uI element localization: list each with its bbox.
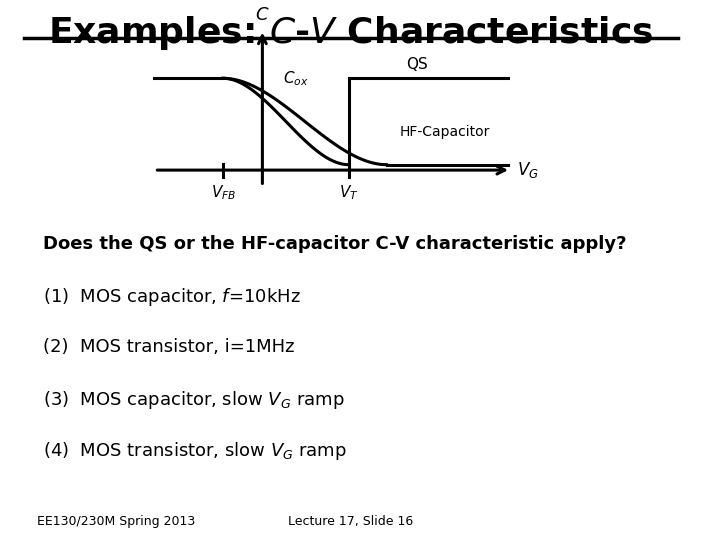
- Text: Lecture 17, Slide 16: Lecture 17, Slide 16: [288, 515, 413, 528]
- Text: $V_T$: $V_T$: [339, 184, 359, 202]
- Text: (1)  MOS capacitor, $\mathit{f}$=10kHz: (1) MOS capacitor, $\mathit{f}$=10kHz: [43, 286, 301, 308]
- Text: QS: QS: [406, 57, 428, 72]
- Text: $C$: $C$: [255, 6, 270, 24]
- Text: HF-Capacitor: HF-Capacitor: [400, 125, 490, 139]
- Text: $V_G$: $V_G$: [518, 160, 539, 180]
- Text: (2)  MOS transistor, i=1MHz: (2) MOS transistor, i=1MHz: [43, 338, 294, 355]
- Text: $C_{ox}$: $C_{ox}$: [284, 69, 309, 87]
- Text: Does the QS or the HF-capacitor C-V characteristic apply?: Does the QS or the HF-capacitor C-V char…: [43, 235, 626, 253]
- Text: EE130/230M Spring 2013: EE130/230M Spring 2013: [37, 515, 195, 528]
- Text: (3)  MOS capacitor, slow $V_G$ ramp: (3) MOS capacitor, slow $V_G$ ramp: [43, 389, 345, 411]
- Text: (4)  MOS transistor, slow $V_G$ ramp: (4) MOS transistor, slow $V_G$ ramp: [43, 440, 347, 462]
- Text: Examples: $\mathbf{\mathit{C}}$-$\mathbf{\mathit{V}}$ Characteristics: Examples: $\mathbf{\mathit{C}}$-$\mathbf…: [48, 14, 653, 51]
- Text: $V_{FB}$: $V_{FB}$: [210, 184, 235, 202]
